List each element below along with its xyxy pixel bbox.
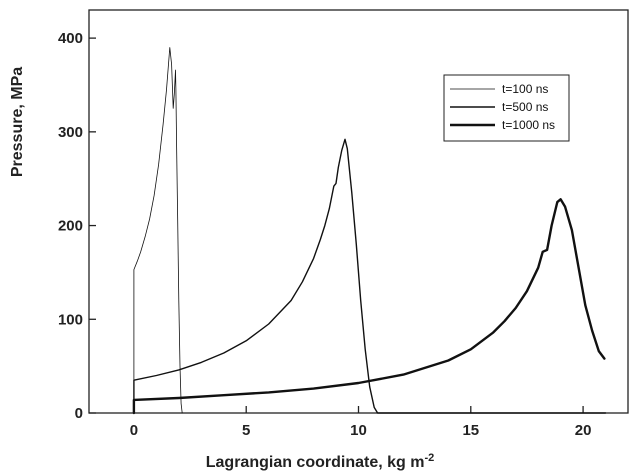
legend: t=100 ns t=500 ns t=1000 ns	[443, 74, 570, 142]
series-line-1	[133, 138, 607, 414]
legend-box	[443, 74, 570, 142]
x-axis-label: Lagrangian coordinate, kg m-2	[206, 452, 434, 471]
x-tick-label: 5	[242, 422, 250, 439]
series-line-0	[133, 47, 183, 414]
legend-label-t500: t=500 ns	[502, 100, 548, 114]
x-tick-label: 0	[130, 422, 138, 439]
y-tick-label: 0	[75, 405, 83, 422]
plot-area-frame	[88, 9, 629, 414]
y-axis-label: Pressure, MPa	[9, 67, 26, 177]
series-lines	[132, 47, 607, 415]
x-tick-label: 10	[350, 422, 367, 439]
legend-label-t1000: t=1000 ns	[502, 118, 555, 132]
x-tick-label: 15	[462, 422, 479, 439]
x-tick-label: 20	[575, 422, 592, 439]
y-axis: 0 100 200 300 400	[58, 30, 96, 422]
series-line-2	[132, 198, 606, 415]
y-tick-label: 300	[58, 124, 83, 141]
legend-label-t100: t=100 ns	[502, 82, 548, 96]
y-tick-label: 400	[58, 30, 83, 47]
x-axis: 0 5 10 15 20	[130, 406, 592, 439]
y-tick-label: 100	[58, 311, 83, 328]
y-tick-label: 200	[58, 218, 83, 235]
